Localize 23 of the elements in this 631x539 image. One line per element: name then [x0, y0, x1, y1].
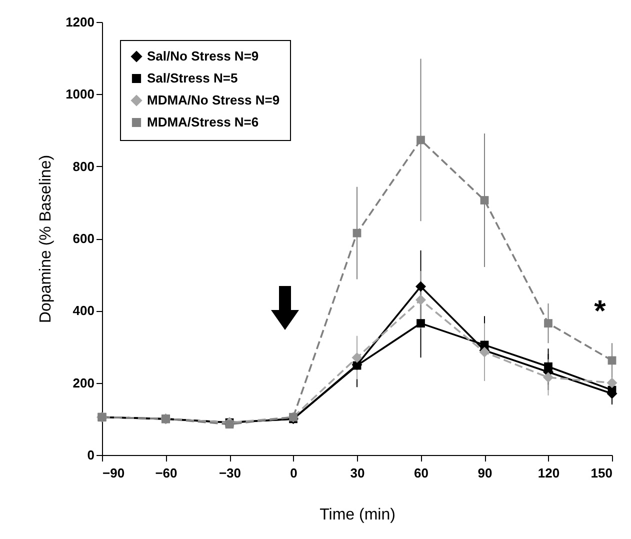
- y-axis-title: Dopamine (% Baseline): [38, 154, 55, 324]
- x-tick-label: 0: [290, 466, 298, 480]
- x-tick-label: −30: [218, 466, 242, 480]
- x-tick-label: 90: [478, 466, 492, 480]
- x-axis-title: Time (min): [320, 506, 396, 524]
- y-tick-label: 1000: [66, 86, 94, 102]
- x-tick-label: 120: [538, 466, 560, 480]
- x-tick-label: −60: [155, 466, 178, 480]
- y-tick-label: 400: [72, 303, 94, 318]
- legend-label: MDMA/No Stress N=9: [147, 92, 280, 108]
- y-tick-label: 200: [72, 375, 94, 390]
- y-tick-label: 1200: [66, 14, 94, 30]
- y-tick-label: 0: [87, 448, 94, 462]
- y-tick-label: 600: [72, 231, 94, 246]
- x-tick-label: 150: [590, 466, 612, 480]
- legend-label: Sal/No Stress N=9: [147, 48, 259, 64]
- y-tick-label: 800: [72, 158, 94, 174]
- annotation: *: [594, 295, 606, 328]
- x-tick-label: 30: [350, 466, 365, 480]
- legend-label: MDMA/Stress N=6: [147, 114, 259, 130]
- x-tick-label: −90: [102, 466, 125, 480]
- x-tick-label: 60: [414, 466, 428, 480]
- legend-label: Sal/Stress N=5: [147, 70, 238, 86]
